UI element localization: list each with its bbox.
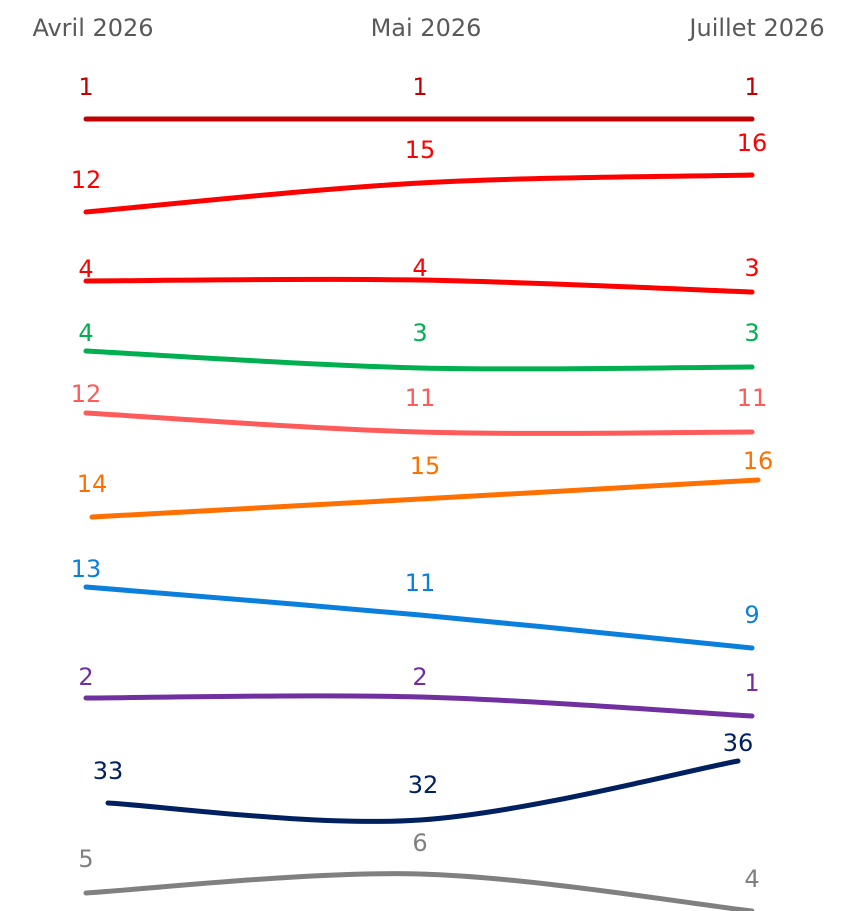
column-label-mai: Mai 2026 [371, 14, 482, 42]
series-7-value-label-3: 9 [744, 601, 759, 629]
series-2-line [83, 172, 755, 215]
series-5-value-label-2: 11 [405, 384, 436, 412]
series-3-value-label-2: 4 [412, 254, 427, 282]
series-1-value-label-3: 1 [744, 73, 759, 101]
series-8-value-label-2: 2 [412, 663, 427, 691]
series-2-value-label-1: 12 [71, 166, 102, 194]
series-6: 14 15 16 [77, 447, 774, 520]
series-9: 33 32 36 [93, 729, 754, 824]
series-2-value-label-3: 16 [737, 129, 768, 157]
series-5: 12 11 11 [71, 380, 768, 436]
series-8-line [83, 693, 755, 719]
series-5-value-label-3: 11 [737, 384, 768, 412]
series-9-line [105, 758, 741, 824]
column-label-avril: Avril 2026 [32, 14, 153, 42]
series-10-value-label-2: 6 [412, 829, 427, 857]
series-9-value-label-1: 33 [93, 757, 124, 785]
series-1: 1 1 1 [78, 73, 760, 122]
series-5-line [83, 410, 755, 436]
series-1-value-label-1: 1 [78, 73, 93, 101]
series-1-value-label-2: 1 [412, 73, 427, 101]
series-4-value-label-2: 3 [412, 319, 427, 347]
series-7: 13 11 9 [71, 555, 760, 651]
column-label-juillet: Juillet 2026 [687, 14, 824, 42]
series-8-value-label-1: 2 [78, 663, 93, 691]
series-4-value-label-3: 3 [744, 319, 759, 347]
series-3: 4 4 3 [78, 254, 760, 295]
series-10-value-label-1: 5 [78, 845, 93, 873]
series-5-value-label-1: 12 [71, 380, 102, 408]
series-9-value-label-2: 32 [408, 771, 439, 799]
series-4: 4 3 3 [78, 319, 760, 372]
column-labels: Avril 2026 Mai 2026 Juillet 2026 [32, 14, 824, 42]
series-3-value-label-3: 3 [744, 254, 759, 282]
series-2-value-label-2: 15 [405, 136, 436, 164]
series-6-line [89, 477, 761, 520]
series-6-value-label-2: 15 [410, 452, 441, 480]
series-8-value-label-3: 1 [744, 669, 759, 697]
series-10-line [83, 871, 755, 911]
series-3-value-label-1: 4 [78, 255, 93, 283]
series-8: 2 2 1 [78, 663, 760, 719]
series-10: 5 6 4 [78, 829, 760, 911]
series-2: 12 15 16 [71, 129, 768, 215]
series-9-value-label-3: 36 [723, 729, 754, 757]
series-4-line [83, 348, 755, 372]
series-6-value-label-1: 14 [77, 470, 108, 498]
series-4-value-label-1: 4 [78, 319, 93, 347]
series-10-value-label-3: 4 [744, 865, 759, 893]
series-3-line [83, 276, 755, 295]
series-7-line [83, 584, 755, 651]
series-7-value-label-1: 13 [71, 555, 102, 583]
series-7-value-label-2: 11 [405, 569, 436, 597]
series-6-value-label-3: 16 [743, 447, 774, 475]
